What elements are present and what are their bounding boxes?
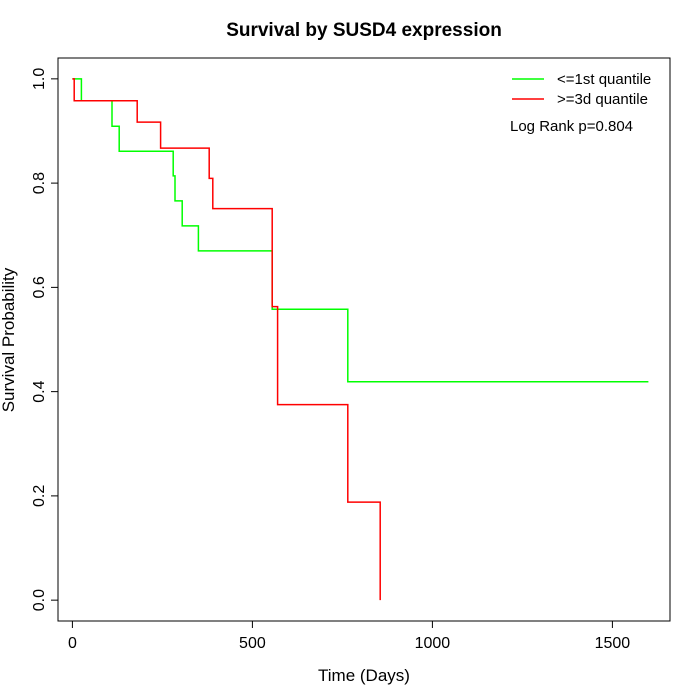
y-tick-label: 0.8	[31, 172, 48, 194]
log-rank-annotation: Log Rank p=0.804	[510, 118, 633, 135]
y-tick-label: 0.4	[31, 380, 48, 402]
legend-label-low: <=1st quantile	[557, 71, 651, 88]
plot-frame	[57, 57, 671, 622]
x-tick-label: 500	[239, 635, 266, 652]
x-axis-label: Time (Days)	[318, 666, 410, 685]
x-tick-label: 1500	[595, 635, 631, 652]
x-axis: 0 500 1000 1500	[68, 621, 630, 652]
legend: <=1st quantile >=3d quantile	[512, 71, 651, 108]
chart-title: Survival by SUSD4 expression	[226, 20, 502, 41]
x-tick-label: 1000	[415, 635, 451, 652]
y-axis-label: Survival Probability	[0, 267, 18, 412]
y-axis: 0.0 0.2 0.4 0.6 0.8 1.0	[31, 68, 58, 611]
y-tick-label: 0.6	[31, 276, 48, 298]
legend-label-high: >=3d quantile	[557, 91, 648, 108]
y-tick-label: 0.0	[31, 589, 48, 611]
y-tick-label: 0.2	[31, 485, 48, 507]
series-line-high-quantile	[72, 78, 381, 601]
y-tick-label: 1.0	[31, 68, 48, 90]
x-tick-label: 0	[68, 635, 77, 652]
series-layer	[72, 78, 649, 601]
